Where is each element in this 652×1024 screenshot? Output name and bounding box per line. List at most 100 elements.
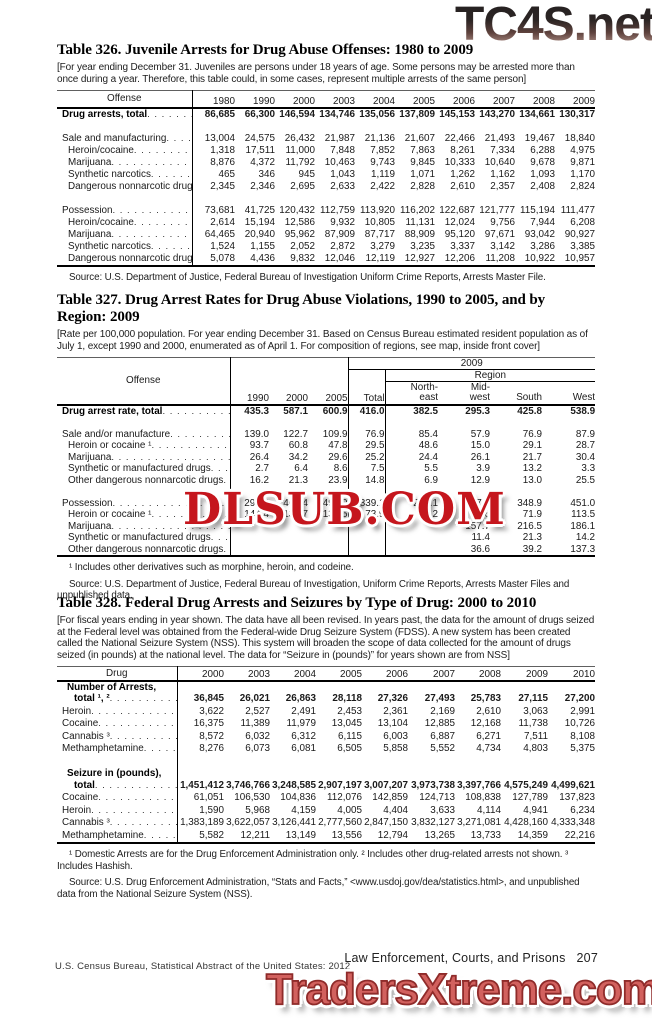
value-cell: 106,530 [234,792,270,804]
value-cell [235,193,275,205]
value-cell: 7.5 [348,463,386,475]
value-cell [408,756,455,769]
value-cell: 4,159 [291,804,316,816]
value-cell: 116,202 [400,204,435,216]
value-cell: 87,909 [324,228,355,240]
value-cell: 4,372 [250,156,275,168]
dot-leader: . . . . . . . . . . . . . . . . . . . . … [170,428,229,440]
row-label: Dangerous nonnarcotic drugs . . . . . . … [57,180,193,193]
value-cell: 11,792 [285,156,315,168]
table-row: Cannabis ³ . . . . . . . . . . . . . . .… [57,730,595,744]
value-cell: 112,759 [320,204,355,216]
value-cell: 73.9 [348,509,386,521]
row-label-text: Cocaine [62,792,99,804]
value-cell: 2,872 [330,240,355,252]
value-cell: 112,076 [327,792,362,804]
value-cell: 71.9 [522,509,543,521]
dot-leader: . . . . . . . . . . . . . . . . . . . . … [151,509,229,521]
value-cell: 108,838 [465,792,501,804]
row-label-text: total ¹, ² [74,693,110,705]
value-cell: 2,408 [530,180,555,192]
value-cell: 1,071 [410,168,435,180]
value-cell [435,121,475,133]
value-cell: 296.3 [244,497,269,509]
row-label-text: Synthetic narcotics [68,168,151,180]
row-label-flex: Drug arrests, total . . . . . . . . . . … [57,109,192,121]
spacer-row [57,486,595,498]
value-cell: 29.1 [522,440,543,452]
value-cell: 945 [298,168,315,180]
value-cell: 34.2 [288,451,308,463]
row-label-text: Dangerous nonnarcotic drugs [68,180,192,192]
row-label-flex: Methamphetamine . . . . . . . . . . . . … [57,830,177,843]
value-cell: 14.2 [575,532,596,544]
dot-leader: . . . . . . . . . . . . . . . . . . . . … [162,405,229,417]
imprint-line: U.S. Census Bureau, Statistical Abstract… [55,961,351,972]
year-column-header: 2006 [386,668,408,680]
value-cell [362,756,408,769]
value-cell: 4,941 [523,804,548,816]
value-cell: 1,170 [570,168,595,180]
row-label-text: Other dangerous nonnarcotic drugs [68,543,224,555]
row-label-text: Heroin or cocaine ¹ [68,509,152,521]
value-cell: 4,005 [337,804,362,816]
row-label-text: Dangerous nonnarcotic drugs [68,252,192,264]
row-label-flex: Dangerous nonnarcotic drugs . . . . . . … [57,253,192,265]
table-row: Synthetic or manufactured drugs . . . . … [57,532,595,544]
value-cell: 2,453 [337,705,362,717]
row-label: Heroin/cocaine . . . . . . . . . . . . .… [57,144,193,157]
value-cell: 87.9 [575,428,596,440]
value-cell: 10,463 [324,156,355,168]
value-cell: 144.4 [244,509,269,521]
row-label: Synthetic narcotics . . . . . . . . . . … [57,240,193,253]
value-cell: 36.6 [470,543,491,555]
value-cell [177,756,224,769]
row-label [57,192,193,205]
row-label-text: Sale and/or manufacture [62,428,171,440]
value-cell: 25,783 [470,693,501,705]
value-cell: 26.1 [470,451,491,463]
value-cell: 20,940 [244,228,275,240]
value-cell: 4,333,348 [551,817,595,829]
value-cell: 1,155 [250,240,275,252]
row-label-flex: Methamphetamine . . . . . . . . . . . . … [57,743,177,756]
value-cell: 130,317 [559,108,595,120]
row-label-flex: Synthetic narcotics . . . . . . . . . . … [57,241,192,253]
value-cell: 464.4 [283,497,308,509]
year-column-header: 2004 [373,95,395,107]
table-row: Marijuana . . . . . . . . . . . . . . . … [57,520,595,533]
value-cell: 6.9 [424,474,439,486]
row-label-flex: Heroin or cocaine ¹ . . . . . . . . . . … [57,509,230,521]
table-327-title: Table 327. Drug Arrest Rates for Drug Ab… [57,292,545,325]
year-column-header: 2008 [533,95,555,107]
value-cell: 12,586 [284,216,315,228]
header-row: Total Region [57,369,596,405]
dot-leader: . . . . . . . . . . . . . . . . . . . . … [143,743,177,755]
value-cell: 4,975 [570,144,595,156]
value-cell: 3,622 [199,705,224,717]
dot-leader: . . . . . . . . . . . . . . . . . . . . … [166,132,192,144]
table-row: Heroin or cocaine ¹ . . . . . . . . . . … [57,509,595,521]
value-cell: 7,511 [524,730,548,742]
table-row: Methamphetamine . . . . . . . . . . . . … [57,743,595,756]
row-label-flex: Cannabis ³ . . . . . . . . . . . . . . .… [57,731,177,744]
value-cell: 41,725 [244,204,275,216]
dot-leader: . . . . . . . . . . . . . . . . . . . . … [112,497,230,509]
dot-leader: . . . . . . . . . . . . . . . . . . . . … [109,817,177,829]
table-328-section: Table 328. Federal Drug Arrests and Seiz… [57,595,595,900]
running-head: Law Enforcement, Courts, and Prisons 207 [344,951,598,965]
label-column-header: Offense [57,90,193,108]
value-cell [230,544,269,557]
value-cell: 12,119 [365,252,395,264]
year-column-header: 2000 [202,668,224,680]
value-cell: 12,885 [424,718,455,730]
table-row: Synthetic narcotics . . . . . . . . . . … [57,240,595,253]
region-column-header: Mid-west [469,381,491,404]
value-cell: 13.2 [522,463,543,475]
value-cell: 2,907,197 [318,779,362,791]
row-label-flex: Sale and/or manufacture . . . . . . . . … [57,429,230,441]
spacer-row [57,192,595,205]
value-cell: 18,840 [564,132,595,144]
table-row: Heroin/cocaine . . . . . . . . . . . . .… [57,216,595,229]
row-label-flex: Synthetic or manufactured drugs . . . . … [57,532,230,544]
